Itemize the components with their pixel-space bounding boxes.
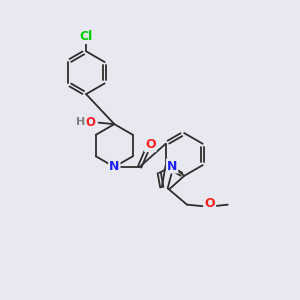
Text: N: N (109, 160, 119, 173)
Text: O: O (85, 116, 96, 129)
Text: O: O (145, 138, 156, 151)
Text: N: N (167, 160, 177, 172)
Text: O: O (205, 197, 215, 210)
Text: H: H (76, 117, 86, 127)
Text: Cl: Cl (80, 30, 93, 43)
